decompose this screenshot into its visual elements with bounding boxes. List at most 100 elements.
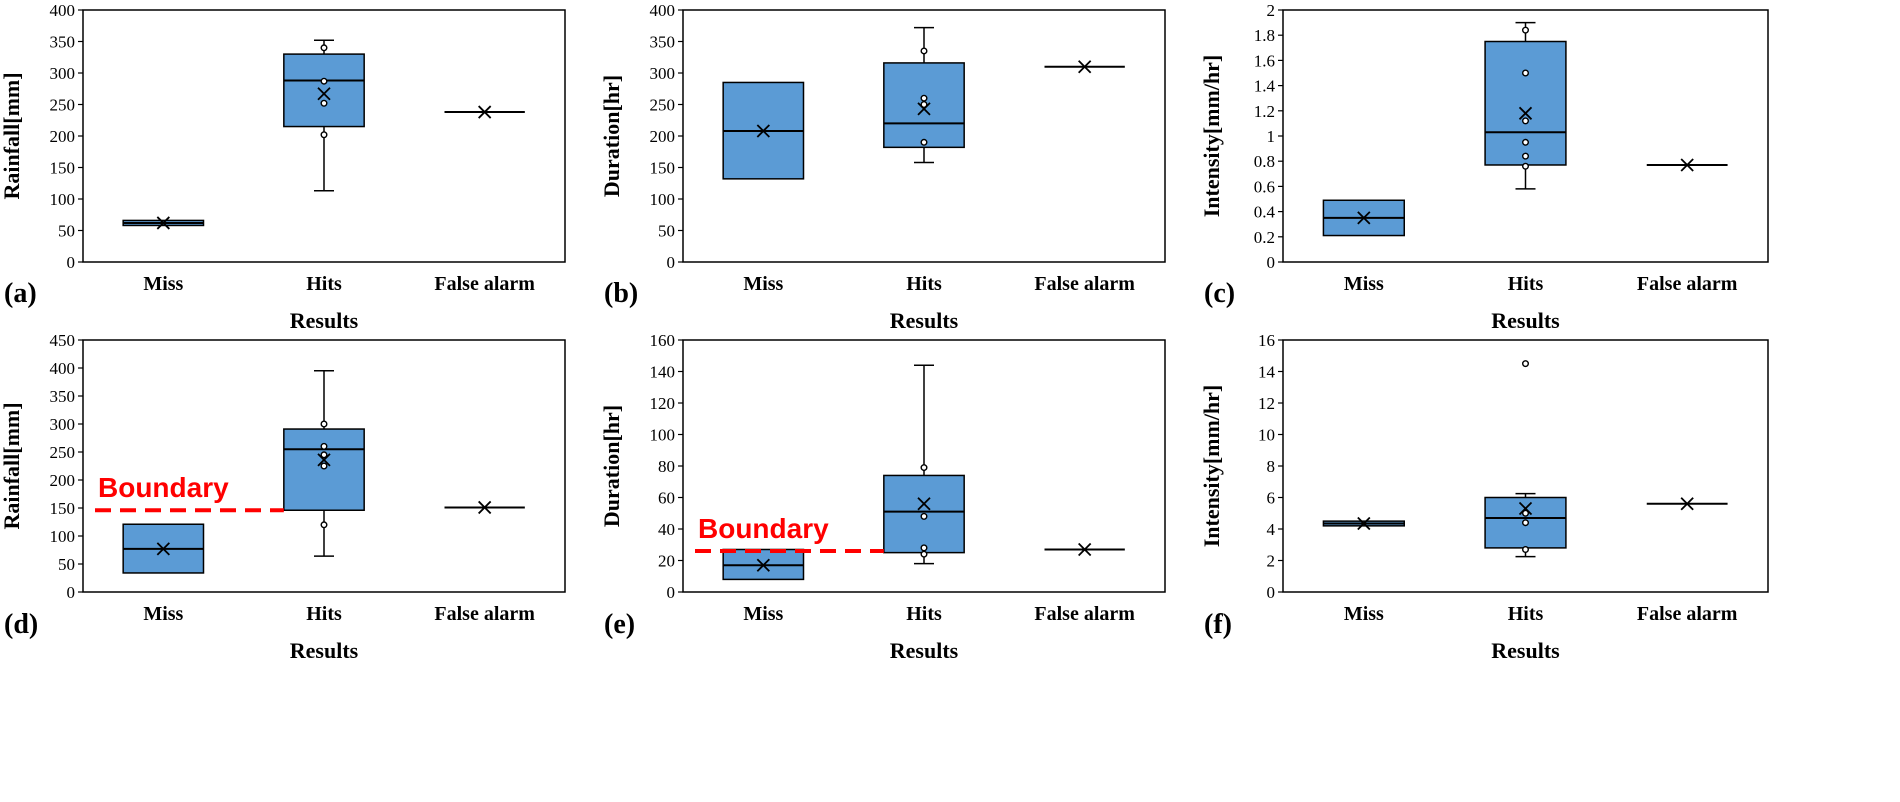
y-tick-label: 100 [50,527,76,546]
data-point [920,550,928,558]
panel-c: 0 0.2 0.4 0.6 0.8 1 1.2 1.4 1.6 1.8 2 Miss Hits False… [1199,1,1769,333]
mean-marker [156,542,170,556]
data-point [1521,69,1529,77]
panel-d: 0 50 100 150 200 250 300 350 400 450 Miss Hits False… [0,331,566,663]
y-tick-label: 2 [1267,1,1276,20]
box-body [1484,40,1567,166]
box-miss [722,81,805,180]
mean-marker-stroke [156,542,170,556]
y-tick-label: 250 [50,443,76,462]
data-point [1521,360,1529,368]
x-category-label: Miss [143,603,183,625]
y-tick-label: 300 [50,64,76,83]
data-point [320,442,328,450]
y-tick-label: 14 [1258,363,1276,382]
y-tick-label: 100 [50,190,76,209]
data-point [320,77,328,85]
mean-marker-stroke [1518,106,1533,120]
y-tick-label: 250 [50,96,76,115]
mean-marker-stroke [1078,542,1092,557]
panel-f: 0 2 4 6 8 10 12 14 16 Miss Hits False alarm Results I… [1199,331,1769,663]
y-tick-label: 160 [650,331,676,350]
data-point [320,521,328,529]
mean-marker [756,558,770,572]
data-point [920,100,928,108]
panel-b: 0 50 100 150 200 250 300 350 400 Miss Hits False al… [599,1,1166,333]
y-tick-label: 4 [1267,520,1276,539]
y-tick-label: 10 [1258,426,1275,445]
data-point [1521,509,1529,517]
x-category-label: Miss [743,273,783,295]
box-hits [883,364,965,565]
y-tick-label: 400 [50,359,76,378]
y-axis-title: Rainfall[mm] [0,402,24,529]
data-point [1521,162,1529,170]
box-false-alarm [1646,158,1728,172]
mean-marker-stroke [756,558,770,572]
data-point [1521,545,1529,553]
y-tick-label: 350 [650,33,676,52]
x-category-label: False alarm [1637,273,1738,295]
data-point [320,99,328,107]
y-tick-label: 100 [650,190,676,209]
y-tick-label: 12 [1258,394,1275,413]
mean-marker-stroke [478,105,492,119]
panel-label: (d) [4,609,38,640]
mean-marker [917,102,931,116]
panel-label: (b) [604,278,638,309]
y-tick-label: 80 [658,457,675,476]
data-point [320,451,328,459]
box-miss [1322,199,1405,237]
mean-marker-stroke [1078,60,1092,74]
x-category-label: False alarm [1034,273,1135,295]
x-category-label: Hits [1508,273,1544,295]
y-tick-label: 200 [650,127,676,146]
y-tick-label: 1.2 [1254,102,1275,121]
x-category-label: False alarm [434,603,535,625]
x-category-label: False alarm [1034,603,1135,625]
box-miss [1322,516,1405,531]
mean-marker [317,87,331,101]
y-tick-label: 0.8 [1254,152,1275,171]
y-axis-title: Duration[hr] [599,405,624,527]
box-false-alarm [1646,497,1728,511]
y-tick-label: 60 [658,489,675,508]
y-tick-label: 50 [58,555,75,574]
y-axis-title: Duration[hr] [599,75,624,197]
mean-marker [1518,106,1533,120]
x-category-label: Miss [743,603,783,625]
y-tick-label: 1.8 [1254,26,1275,45]
y-tick-label: 300 [650,64,676,83]
x-category-label: False alarm [1637,603,1738,625]
y-tick-label: 1 [1267,127,1276,146]
mean-marker-stroke [756,124,770,138]
data-point [320,131,328,139]
mean-marker [1518,501,1533,516]
y-tick-label: 1.4 [1254,77,1276,96]
x-category-label: Miss [143,273,183,295]
y-tick-label: 0 [667,583,676,602]
y-tick-label: 2 [1267,552,1276,571]
mean-marker-stroke [1518,501,1533,516]
y-tick-label: 150 [650,159,676,178]
mean-marker [1078,60,1092,74]
y-axis-title: Intensity[mm/hr] [1199,385,1224,548]
mean-marker-stroke [317,453,331,467]
y-tick-label: 400 [650,1,676,20]
box-false-alarm [1044,60,1125,74]
y-tick-label: 16 [1258,331,1275,350]
data-point [320,420,328,428]
box-hits [283,370,365,557]
mean-marker [478,105,492,119]
x-axis-title: Results [1491,638,1560,663]
y-tick-label: 40 [658,520,675,539]
mean-marker-stroke [478,500,492,515]
x-category-label: Hits [306,273,342,295]
y-tick-label: 350 [50,33,76,52]
mean-marker [1357,211,1371,225]
y-tick-label: 50 [58,222,75,241]
boundary-label: Boundary [98,472,229,503]
x-axis-title: Results [290,308,359,333]
mean-marker [1680,497,1694,511]
x-category-label: Miss [1344,273,1384,295]
